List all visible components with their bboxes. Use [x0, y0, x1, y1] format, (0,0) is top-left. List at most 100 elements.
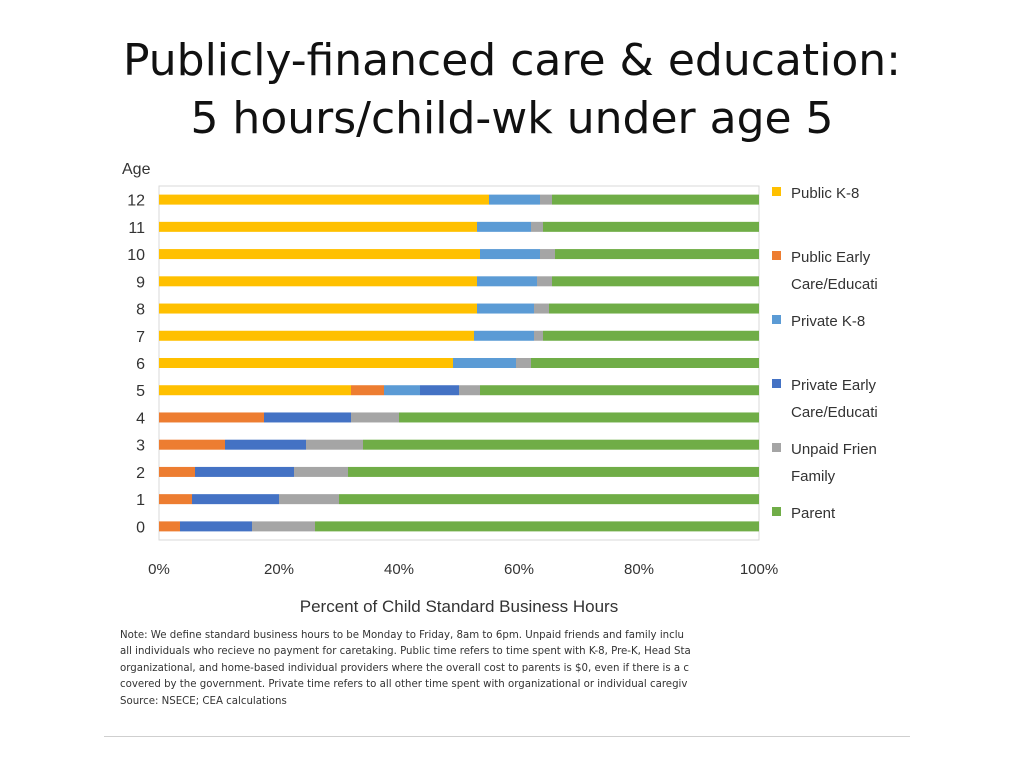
stacked-bar-chart: Age Percent of Child Standard Business H…	[122, 161, 878, 616]
bar-segment-age-11-series-2	[477, 221, 531, 232]
slide-title-line-2: 5 hours/child-wk under age 5	[190, 93, 834, 144]
y-tick-label-age-11: 11	[128, 220, 145, 237]
y-tick-label-age-9: 9	[136, 274, 145, 291]
bar-segment-age-3-series-1	[159, 439, 225, 450]
bar-segment-age-12-series-4	[540, 194, 552, 205]
x-tick-label-0: 0%	[148, 561, 170, 578]
legend-label-5-line-0: Parent	[791, 505, 836, 522]
legend-label-1-line-1: Care/Educati	[791, 276, 878, 293]
bar-segment-age-10-series-2	[480, 249, 540, 260]
bar-segment-age-3-series-4	[306, 439, 363, 450]
bar-segment-age-10-series-0	[159, 249, 480, 260]
bar-segment-age-1-series-5	[339, 494, 759, 505]
bar-segment-age-1-series-3	[192, 494, 279, 505]
bar-segment-age-6-series-0	[159, 358, 453, 368]
bar-segment-age-11-series-4	[531, 221, 543, 232]
y-tick-label-age-5: 5	[136, 383, 145, 400]
bar-segment-age-4-series-5	[399, 412, 759, 423]
bar-segment-age-0-series-4	[252, 521, 315, 532]
legend-label-3-line-1: Care/Educati	[791, 404, 878, 421]
legend-label-1-line-0: Public Early	[791, 249, 871, 266]
bar-segment-age-9-series-2	[477, 276, 537, 287]
bar-segment-age-4-series-1	[159, 412, 264, 423]
bar-segment-age-5-series-5	[480, 385, 759, 396]
bar-segment-age-7-series-2	[474, 330, 534, 341]
bottom-rule	[104, 736, 910, 737]
bar-segment-age-12-series-0	[159, 194, 489, 205]
bar-segment-age-12-series-5	[552, 194, 759, 205]
legend-swatch-0	[772, 187, 781, 196]
bar-segment-age-10-series-5	[555, 249, 759, 260]
bar-segment-age-0-series-1	[159, 521, 180, 532]
bar-segment-age-0-series-5	[315, 521, 759, 532]
y-tick-label-age-4: 4	[136, 410, 145, 427]
bar-segment-age-2-series-1	[159, 466, 195, 477]
note-line-3: organizational, and home-based individua…	[120, 662, 690, 674]
bar-segment-age-11-series-0	[159, 221, 477, 232]
y-tick-label-age-3: 3	[136, 438, 145, 455]
slide-title: Publicly-financed care & education: 5 ho…	[0, 32, 1024, 148]
legend-swatch-2	[772, 315, 781, 324]
legend-swatch-4	[772, 443, 781, 452]
y-tick-label-age-6: 6	[136, 356, 145, 373]
x-tick-label-3: 60%	[504, 561, 534, 578]
note-line-1: Note: We define standard business hours …	[120, 630, 685, 641]
bar-segment-age-6-series-5	[531, 358, 759, 368]
legend-label-2-line-0: Private K-8	[791, 313, 865, 330]
note-line-2: all individuals who recieve no payment f…	[120, 646, 691, 658]
y-tick-label-age-10: 10	[127, 247, 145, 264]
bar-segment-age-5-series-3	[420, 385, 459, 396]
bar-segment-age-4-series-3	[264, 412, 351, 423]
bar-segment-age-4-series-4	[351, 412, 399, 423]
legend-label-0-line-0: Public K-8	[791, 185, 859, 202]
legend-swatch-1	[772, 251, 781, 260]
x-axis-title: Percent of Child Standard Business Hours	[300, 597, 618, 616]
y-tick-label-age-1: 1	[136, 492, 145, 509]
bar-segment-age-1-series-1	[159, 494, 192, 505]
bar-segment-age-2-series-3	[195, 466, 294, 477]
x-tick-labels: 0% 20% 40% 60% 80% 100%	[148, 561, 778, 578]
bar-segment-age-9-series-0	[159, 276, 477, 287]
slide-title-line-1: Publicly-financed care & education:	[123, 35, 901, 86]
bar-layer	[159, 194, 759, 532]
bar-segment-age-0-series-3	[180, 521, 252, 532]
y-axis-title: Age	[122, 161, 151, 178]
bar-segment-age-9-series-4	[537, 276, 552, 287]
legend-label-4-line-0: Unpaid Frien	[791, 441, 877, 458]
bar-segment-age-1-series-4	[279, 494, 339, 505]
bar-segment-age-12-series-2	[489, 194, 540, 205]
chart-figure: Age Percent of Child Standard Business H…	[104, 154, 910, 738]
x-tick-label-5: 100%	[740, 561, 778, 578]
bar-segment-age-8-series-0	[159, 303, 477, 314]
x-tick-label-4: 80%	[624, 561, 654, 578]
bar-segment-age-5-series-0	[159, 385, 351, 396]
bar-segment-age-3-series-3	[225, 439, 306, 450]
y-tick-label-age-0: 0	[136, 519, 145, 536]
bar-segment-age-3-series-5	[363, 439, 759, 450]
bar-segment-age-8-series-2	[477, 303, 534, 314]
x-tick-label-1: 20%	[264, 561, 294, 578]
bar-segment-age-5-series-4	[459, 385, 480, 396]
bar-segment-age-8-series-4	[534, 303, 549, 314]
legend-label-3-line-0: Private Early	[791, 377, 877, 394]
bar-segment-age-8-series-5	[549, 303, 759, 314]
chart-legend: Public K-8 Public Early Care/Educati Privat…	[772, 185, 878, 522]
bar-segment-age-2-series-4	[294, 466, 348, 477]
bar-segment-age-5-series-1	[351, 385, 384, 396]
legend-swatch-3	[772, 379, 781, 388]
bar-segment-age-2-series-5	[348, 466, 759, 477]
y-tick-label-age-12: 12	[127, 193, 145, 210]
bar-segment-age-5-series-2	[384, 385, 420, 396]
bar-segment-age-7-series-5	[543, 330, 759, 341]
legend-swatch-5	[772, 507, 781, 516]
y-tick-label-age-2: 2	[136, 465, 145, 482]
legend-label-4-line-1: Family	[791, 468, 836, 485]
bar-segment-age-7-series-4	[534, 330, 543, 341]
x-tick-label-2: 40%	[384, 561, 414, 578]
bar-segment-age-7-series-0	[159, 330, 474, 341]
bar-segment-age-11-series-5	[543, 221, 759, 232]
note-source: Source: NSECE; CEA calculations	[120, 695, 287, 707]
y-tick-label-age-8: 8	[136, 302, 145, 319]
chart-note: Note: We define standard business hours …	[120, 628, 910, 736]
